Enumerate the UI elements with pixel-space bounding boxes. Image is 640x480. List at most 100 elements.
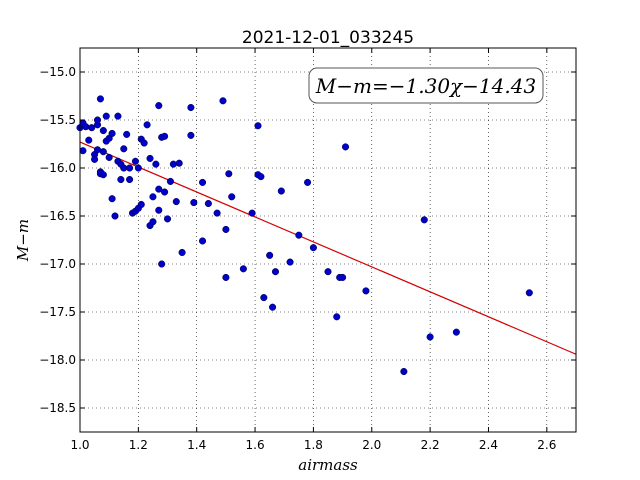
data-point (161, 132, 169, 140)
y-axis-label: M−m (14, 219, 32, 262)
data-point (222, 273, 230, 281)
data-point (149, 218, 157, 226)
data-points (76, 95, 533, 376)
data-point (178, 248, 186, 257)
data-point (204, 199, 212, 208)
data-point (339, 273, 347, 281)
y-tick-label: −18.5 (39, 401, 76, 415)
data-point (158, 260, 166, 268)
data-point (108, 129, 116, 137)
x-tick-label: 2.2 (421, 438, 440, 452)
data-point (324, 268, 332, 276)
data-point (134, 164, 142, 172)
data-point (123, 130, 131, 138)
data-point (108, 195, 116, 203)
data-point (79, 147, 87, 155)
data-point (120, 145, 128, 153)
data-point (88, 124, 96, 132)
data-point (525, 289, 533, 297)
data-point (225, 170, 233, 178)
y-tick-label: −16.5 (39, 209, 76, 223)
data-point (93, 116, 102, 124)
data-point (155, 185, 163, 193)
data-point (102, 112, 110, 120)
y-tick-label: −15.0 (39, 65, 76, 79)
grid-lines (80, 48, 576, 432)
data-point (131, 157, 139, 165)
data-point (187, 131, 195, 139)
y-tick-label: −17.5 (39, 305, 76, 319)
data-point (277, 187, 285, 195)
data-point (163, 215, 172, 223)
data-point (166, 177, 174, 185)
data-point (126, 175, 134, 184)
data-point (152, 160, 160, 168)
data-point (420, 216, 428, 224)
data-point (126, 164, 134, 172)
fit-line (79, 141, 577, 355)
data-point (198, 237, 207, 245)
data-point (266, 251, 274, 259)
data-point (155, 102, 163, 110)
y-tick-label: −17.0 (39, 257, 76, 271)
data-point (155, 206, 163, 214)
data-point (146, 154, 154, 162)
x-tick-label: 1.4 (187, 438, 206, 452)
x-tick-label: 1.2 (129, 438, 148, 452)
data-point (175, 159, 183, 167)
data-point (239, 265, 247, 273)
data-point (269, 303, 277, 311)
data-point (260, 294, 268, 302)
x-tick-label: 2.6 (537, 438, 556, 452)
data-point (309, 244, 317, 252)
data-point (82, 123, 90, 131)
x-tick-label: 2.4 (479, 438, 498, 452)
data-point (228, 193, 236, 201)
data-point (333, 313, 341, 321)
data-point (172, 198, 180, 206)
x-tick-label: 1.6 (246, 438, 265, 452)
data-point (190, 199, 198, 207)
data-point (198, 178, 207, 186)
data-point (219, 97, 227, 105)
data-point (248, 209, 256, 217)
y-tick-label: −18.0 (39, 353, 76, 367)
data-point (452, 328, 460, 336)
data-point (213, 209, 221, 217)
data-point (161, 188, 169, 196)
data-point (286, 258, 294, 266)
chart-title: 2021-12-01_033245 (242, 28, 414, 48)
data-point (99, 148, 107, 156)
x-axis-label: airmass (298, 456, 358, 474)
data-point (85, 136, 93, 144)
data-point (295, 231, 303, 239)
data-point (111, 212, 119, 220)
data-point (149, 193, 157, 201)
data-point (222, 225, 230, 233)
x-tick-label: 1.0 (70, 438, 89, 452)
plot-area (80, 48, 576, 432)
data-point (114, 112, 122, 120)
fit-line-group (79, 141, 577, 355)
data-point (362, 287, 370, 295)
data-point (91, 155, 99, 163)
x-tick-label: 1.8 (304, 438, 323, 452)
data-point (304, 178, 312, 186)
data-point (105, 153, 113, 161)
y-tick-label: −16.0 (39, 161, 76, 175)
data-point (271, 268, 280, 276)
fit-annotation: M−m=−1.30χ−14.43 (308, 67, 544, 104)
data-point (187, 103, 195, 112)
data-point (99, 171, 107, 179)
data-point (254, 122, 262, 130)
data-point (96, 95, 104, 103)
data-point (117, 175, 125, 184)
data-point (137, 200, 145, 209)
annotation-text: M−m=−1.30χ−14.43 (315, 74, 536, 98)
annotation-box (308, 67, 544, 104)
data-point (140, 139, 148, 147)
data-point (257, 173, 265, 181)
axis-ticks: 1.0 1.2 1.4 1.6 1.8 2.0 2.2 2.4 2.6 −15.0 −15.5 −16… (39, 48, 576, 452)
data-point (426, 333, 434, 341)
